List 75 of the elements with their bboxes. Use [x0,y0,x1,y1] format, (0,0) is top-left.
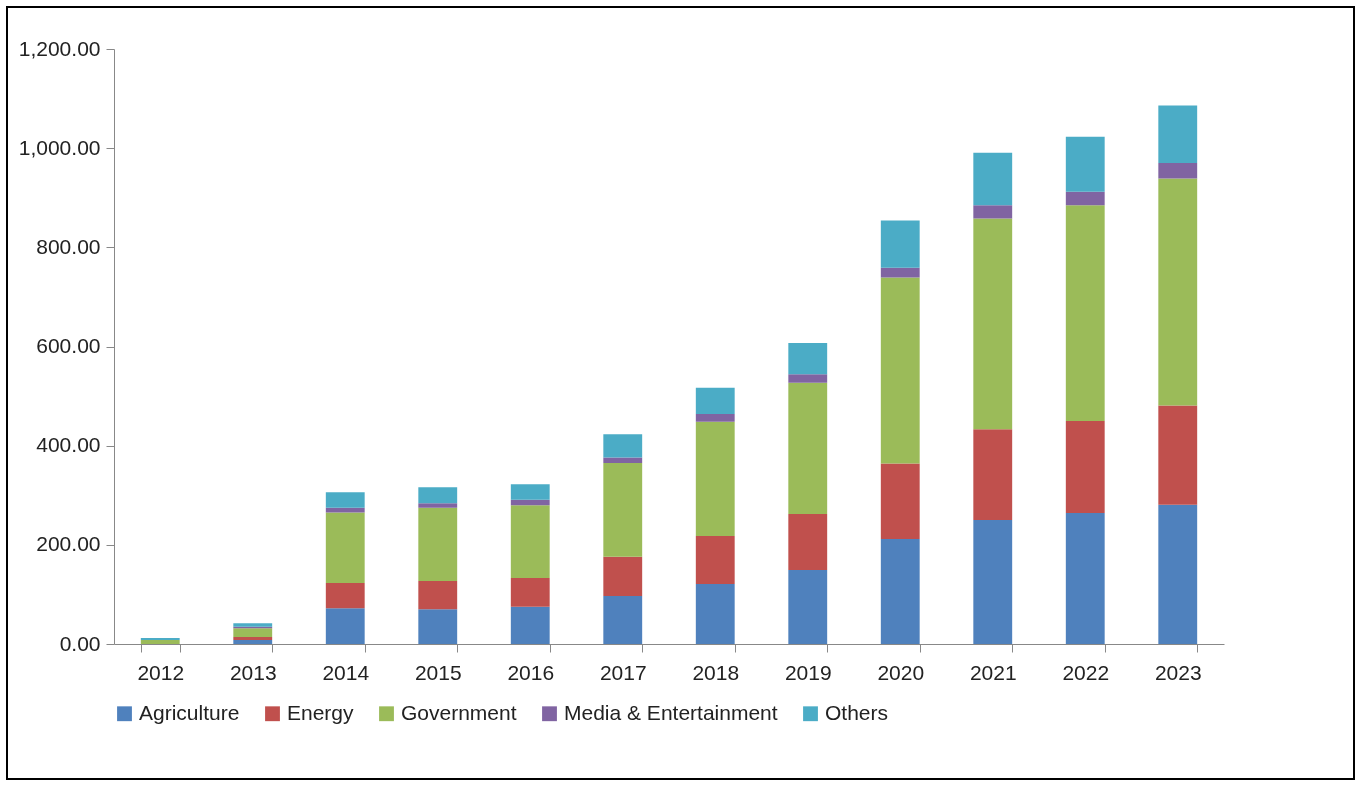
y-tick-label: 0.00 [59,631,101,655]
bar [695,387,735,414]
x-tick-label: 2021 [969,660,1017,684]
x-tick-label: 2014 [322,660,370,684]
bar [695,421,735,536]
bar [325,608,365,644]
bar [880,277,920,464]
legend-label: Media & Entertainment [564,700,778,724]
bar [973,520,1013,644]
y-tick-label: 400.00 [36,433,101,457]
bar [603,556,643,596]
bar [325,512,365,584]
x-tick-label: 2017 [599,660,647,684]
bar [325,583,365,609]
x-tick-label: 2015 [414,660,462,684]
bar [1065,420,1105,514]
y-tick-label: 1,200.00 [18,36,101,60]
bar [973,218,1013,430]
bar [418,609,458,644]
x-tick-label: 2013 [229,660,277,684]
bar [510,499,550,506]
bar [695,413,735,422]
bar [510,505,550,579]
x-tick-label: 2022 [1062,660,1110,684]
bar [1065,191,1105,206]
bar [880,538,920,644]
bar [880,463,920,539]
bar [603,463,643,557]
legend-label: Others [825,700,889,724]
bar [880,267,920,278]
legend-label: Government [401,700,517,724]
x-tick-label: 2020 [877,660,925,684]
bar [1065,205,1105,421]
bar [325,492,365,508]
bar [1158,405,1198,505]
bar [880,220,920,268]
x-tick-label: 2018 [692,660,740,684]
y-tick-label: 200.00 [36,532,101,556]
bar [788,570,828,644]
bar [418,581,458,610]
bar [418,507,458,582]
y-tick-label: 800.00 [36,234,101,258]
bar [973,429,1013,521]
bar [1065,136,1105,192]
bar [1065,513,1105,644]
legend-label: Agriculture [139,700,240,724]
bar [788,382,828,515]
bar [695,535,735,584]
bar [603,595,643,644]
bar [510,484,550,500]
bar [1158,178,1198,406]
bar [1158,504,1198,644]
bar [1158,163,1198,179]
x-tick-label: 2019 [784,660,832,684]
bar [695,584,735,644]
bar [418,503,458,508]
bar [510,606,550,644]
bar [510,578,550,607]
x-tick-label: 2023 [1154,660,1202,684]
bar [788,374,828,383]
x-tick-label: 2012 [137,660,185,684]
x-tick-label: 2016 [507,660,555,684]
y-tick-label: 600.00 [36,334,101,357]
bar [325,507,365,513]
bar [973,205,1013,219]
bar [418,487,458,504]
bar [788,343,828,375]
y-tick-label: 1,000.00 [18,135,101,159]
bar [603,434,643,458]
bar [973,152,1013,206]
bar [1158,105,1198,164]
legend-label: Energy [287,700,355,724]
bar [603,457,643,464]
bar [788,514,828,571]
bar [233,628,273,638]
